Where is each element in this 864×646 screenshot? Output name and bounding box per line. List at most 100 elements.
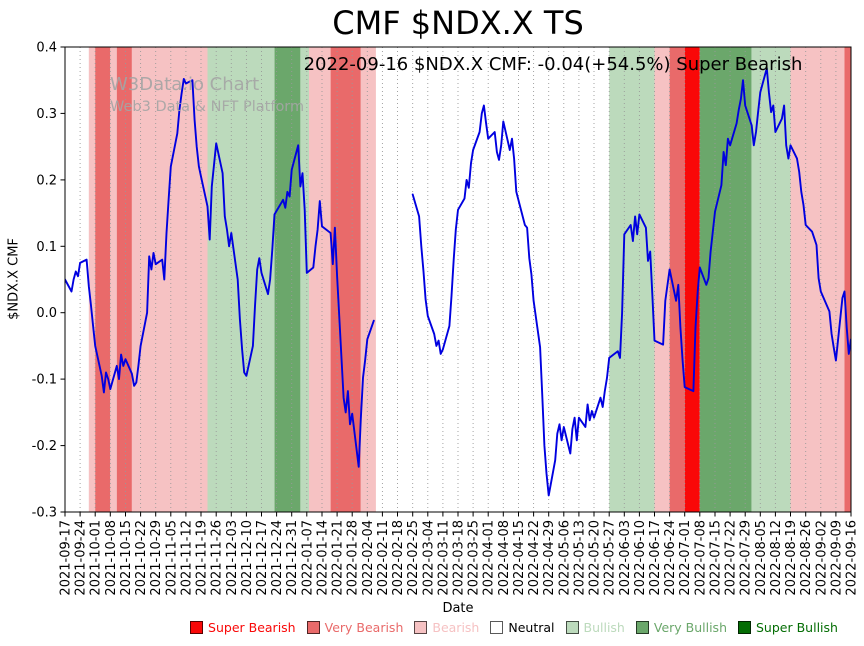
sentiment-band-bearish <box>110 47 117 512</box>
legend-item-super_bullish: Super Bullish <box>738 620 838 635</box>
sentiment-band-bearish <box>309 47 331 512</box>
x-tick-label: 2022-08-19 <box>784 520 799 596</box>
x-tick-label: 2022-05-27 <box>603 520 618 596</box>
watermark: W3Data.io Chart Web3 Data & NFT Platform <box>110 72 304 117</box>
legend-label-very_bullish: Very Bullish <box>653 620 727 635</box>
chart-title: CMF $NDX.X TS <box>332 4 584 42</box>
x-tick-label: 2022-06-24 <box>663 520 678 596</box>
x-tick-label: 2022-04-29 <box>542 520 557 596</box>
x-tick-label: 2022-04-22 <box>527 520 542 596</box>
legend: Super Bearish Very Bearish Bearish Neutral B… <box>170 620 858 635</box>
x-tick-label: 2022-05-06 <box>557 520 572 596</box>
legend-item-neutral: Neutral <box>490 620 555 635</box>
legend-label-bearish: Bearish <box>432 620 480 635</box>
sentiment-band-very_bearish <box>330 47 361 512</box>
y-tick-label: 0.0 <box>36 306 57 321</box>
sentiment-band-super_bearish <box>684 47 700 512</box>
cmf-line-layer <box>65 67 851 497</box>
y-tick-label: 0.4 <box>36 41 57 56</box>
gridlines-layer <box>64 47 852 512</box>
x-tick-label: 2021-11-26 <box>210 520 225 596</box>
legend-swatch-bullish <box>565 621 579 634</box>
x-tick-label: 2021-11-05 <box>164 520 179 596</box>
legend-swatch-super_bullish <box>738 621 751 634</box>
cmf-line <box>65 77 375 468</box>
x-tick-label: 2022-05-13 <box>572 520 587 596</box>
x-axis-label: Date <box>442 601 474 616</box>
x-tick-label: 2021-12-17 <box>255 520 270 596</box>
legend-item-bullish: Bullish <box>565 620 625 635</box>
x-tick-label: 2021-11-12 <box>179 520 194 596</box>
legend-swatch-very_bearish <box>306 621 320 634</box>
x-tick-label: 2022-07-01 <box>678 520 693 596</box>
ticks-layer <box>60 46 852 517</box>
y-tick-label: 0.3 <box>36 107 57 122</box>
y-tick-label: 0.2 <box>36 173 57 188</box>
sentiment-band-bearish <box>790 47 845 512</box>
x-tick-label: 2022-07-29 <box>739 520 754 596</box>
x-tick-label: 2022-06-10 <box>633 520 648 596</box>
x-tick-label: 2022-02-25 <box>406 520 421 596</box>
chart-subtitle: 2022-09-16 $NDX.X CMF: -0.04(+54.5%) Sup… <box>303 54 803 75</box>
x-tick-label: 2022-08-12 <box>769 520 784 596</box>
y-tick-label: 0.1 <box>36 240 57 255</box>
x-tick-label: 2022-05-20 <box>588 520 603 596</box>
sentiment-band-very_bearish <box>844 47 851 512</box>
legend-swatch-neutral <box>490 621 504 634</box>
x-tick-label: 2022-01-28 <box>346 520 361 596</box>
x-tick-label: 2021-10-15 <box>119 520 134 596</box>
x-tick-label: 2021-09-17 <box>59 520 74 596</box>
sentiment-band-bullish <box>300 47 309 512</box>
x-tick-label: 2021-12-10 <box>240 520 255 596</box>
x-tick-label: 2022-04-08 <box>497 520 512 596</box>
x-tick-label: 2022-03-25 <box>467 520 482 596</box>
sentiment-band-bearish <box>88 47 96 512</box>
legend-label-super_bullish: Super Bullish <box>756 620 838 635</box>
legend-label-very_bearish: Very Bearish <box>324 620 404 635</box>
x-tick-label: 2021-10-22 <box>134 520 149 596</box>
sentiment-band-very_bullish <box>274 47 301 512</box>
y-tick-label: -0.3 <box>32 506 57 521</box>
x-tick-label: 2022-02-11 <box>376 520 391 596</box>
x-tick-label: 2021-10-29 <box>149 520 164 596</box>
x-tick-label: 2022-07-22 <box>724 520 739 596</box>
cmf-line <box>411 67 851 497</box>
legend-label-super_bearish: Super Bearish <box>208 620 296 635</box>
legend-item-very_bullish: Very Bullish <box>635 620 727 635</box>
x-tick-label: 2022-01-14 <box>316 520 331 596</box>
x-tick-label: 2022-02-18 <box>391 520 406 596</box>
x-tick-label: 2022-09-16 <box>845 520 860 596</box>
x-tick-label: 2022-08-05 <box>754 520 769 596</box>
tick-labels-layer: 2021-09-17 2021-09-24 2021-10-01 2021-10-08… <box>32 41 860 596</box>
watermark-line2: Web3 Data & NFT Platform <box>110 99 305 116</box>
x-tick-label: 2022-03-04 <box>421 520 436 596</box>
legend-swatch-super_bearish <box>190 621 204 634</box>
x-tick-label: 2021-11-19 <box>195 520 210 596</box>
x-tick-label: 2022-09-09 <box>829 520 844 596</box>
sentiment-band-very_bearish <box>669 47 685 512</box>
watermark-line1: W3Data.io Chart <box>110 74 260 95</box>
y-axis-label: $NDX.X CMF <box>6 238 22 320</box>
sentiment-band-bullish <box>751 47 791 512</box>
sentiment-band-bearish <box>654 47 670 512</box>
legend-swatch-bearish <box>414 621 428 634</box>
x-tick-label: 2022-04-01 <box>482 520 497 596</box>
x-tick-label: 2022-08-26 <box>799 520 814 596</box>
x-tick-label: 2022-02-04 <box>361 520 376 596</box>
legend-label-bullish: Bullish <box>583 620 625 635</box>
sentiment-band-bearish <box>360 47 376 512</box>
legend-item-super_bearish: Super Bearish <box>190 620 296 635</box>
legend-swatch-very_bullish <box>635 621 649 634</box>
x-tick-label: 2022-03-11 <box>436 520 451 596</box>
x-tick-label: 2022-01-21 <box>331 520 346 596</box>
x-tick-label: 2021-12-24 <box>270 520 285 596</box>
x-tick-label: 2022-03-18 <box>452 520 467 596</box>
x-tick-label: 2022-04-15 <box>512 520 527 596</box>
x-tick-label: 2022-07-15 <box>709 520 724 596</box>
legend-label-neutral: Neutral <box>508 620 555 635</box>
x-tick-label: 2021-09-24 <box>74 520 89 596</box>
x-tick-label: 2021-10-08 <box>104 520 119 596</box>
x-tick-label: 2021-10-01 <box>89 520 104 596</box>
sentiment-band-very_bearish <box>95 47 111 512</box>
